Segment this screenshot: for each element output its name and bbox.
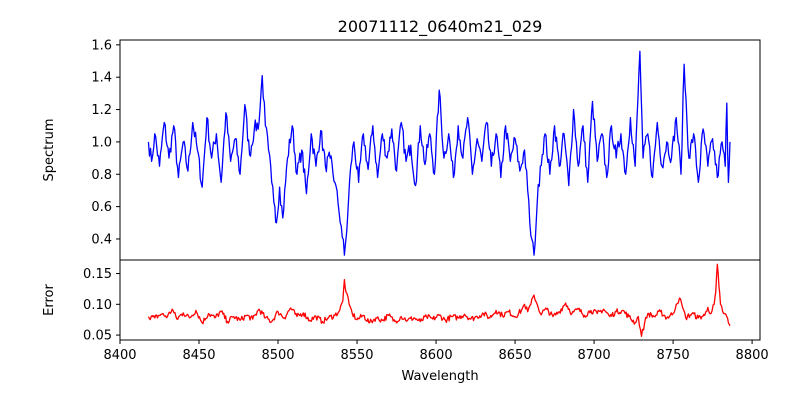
x-tick-label: 8650: [499, 348, 532, 363]
x-tick-label: 8550: [340, 348, 373, 363]
spectrum-y-tick-label: 0.4: [91, 232, 112, 247]
spectrum-y-axis-label: Spectrum: [42, 119, 57, 182]
error-y-axis-label: Error: [42, 284, 57, 316]
x-tick-label: 8600: [420, 348, 453, 363]
x-tick-label: 8800: [736, 348, 769, 363]
error-y-tick-label: 0.10: [83, 298, 112, 313]
x-tick-label: 8500: [261, 348, 294, 363]
spectrum-y-tick-label: 1.2: [91, 103, 112, 118]
error-line: [147, 263, 731, 337]
x-axis: 8400 8450 8500 8550 8600 8650 8700 8750 8800: [103, 340, 769, 363]
error-axes-frame: [119, 259, 761, 341]
x-tick-label: 8400: [103, 348, 136, 363]
spectrum-y-axis: 0.4 0.6 0.8 1.0 1.2 1.4 1.6: [91, 38, 120, 247]
spectrum-y-tick-label: 1.4: [91, 71, 112, 86]
error-y-tick-label: 0.15: [83, 267, 112, 282]
spectrum-y-tick-label: 0.6: [91, 200, 112, 215]
error-panel: 0.05 0.10 0.15 Error: [42, 259, 761, 344]
chart-title: 20071112_0640m21_029: [338, 17, 543, 37]
error-y-tick-label: 0.05: [83, 329, 112, 344]
spectrum-y-tick-label: 1.6: [91, 38, 112, 53]
spectrum-y-tick-label: 1.0: [91, 135, 112, 150]
spectrum-y-tick-label: 0.8: [91, 168, 112, 183]
spectrum-axes-frame: [119, 39, 761, 261]
spectrum-line: [147, 50, 731, 256]
spectrum-panel: 0.4 0.6 0.8 1.0 1.2 1.4 1.6 Spectrum: [42, 38, 761, 261]
x-axis-label: Wavelength: [401, 369, 478, 384]
x-tick-label: 8700: [578, 348, 611, 363]
error-y-axis: 0.05 0.10 0.15: [83, 267, 120, 344]
x-tick-label: 8750: [657, 348, 690, 363]
x-tick-label: 8450: [182, 348, 215, 363]
